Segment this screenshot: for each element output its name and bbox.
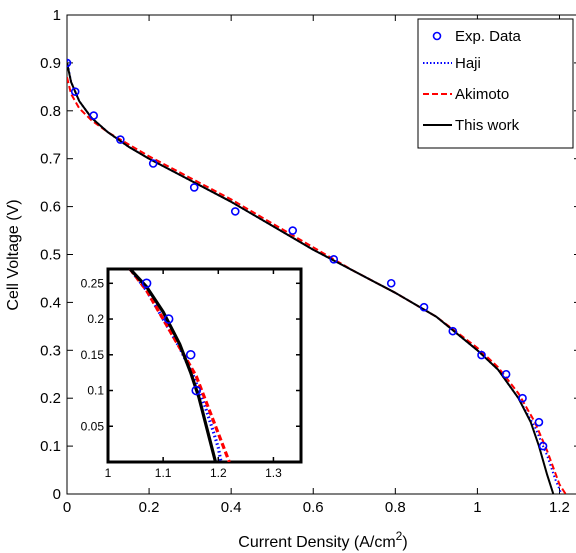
main-point-exp-data	[477, 350, 486, 360]
main-x-tick-label: 0	[63, 499, 71, 516]
inset-plot-area	[106, 267, 303, 464]
main-point-exp-data	[501, 369, 511, 379]
legend-label-haji: Haji	[455, 55, 481, 72]
main-point-exp-data	[534, 417, 544, 427]
main-point-exp-data	[230, 207, 240, 216]
main-point-exp-data	[288, 226, 298, 235]
inset-y-tick-label: 0.2	[87, 312, 104, 326]
main-point-exp-data	[386, 278, 396, 288]
main-point-exp-data	[116, 135, 125, 144]
inset-x-tick-label: 1	[105, 466, 112, 480]
main-line-akimoto	[67, 77, 567, 494]
inset-y-tick-label: 0.15	[81, 348, 105, 362]
inset-line-this-work	[128, 269, 218, 462]
y-axis-label: Cell Voltage (V)	[5, 199, 22, 310]
main-y-tick-label: 0.5	[40, 247, 61, 264]
inset-point-exp-data	[185, 349, 196, 360]
main-y-tick-label: 0.9	[40, 55, 61, 72]
main-x-tick-label: 0.6	[303, 499, 324, 516]
legend-label-this-work: This work	[455, 117, 520, 134]
inset-point-exp-data	[163, 314, 174, 324]
inset-point-exp-data	[141, 278, 152, 289]
inset-line-akimoto	[128, 269, 231, 462]
main-y-tick-label: 0.3	[40, 342, 61, 359]
main-x-tick-label: 0.4	[221, 499, 242, 516]
legend-label-akimoto: Akimoto	[455, 86, 509, 103]
main-y-tick-label: 0.1	[40, 438, 61, 455]
legend-label-exp-data: Exp. Data	[455, 28, 522, 45]
inset-series	[128, 269, 231, 462]
main-y-tick-label: 0.4	[40, 294, 61, 311]
main-x-tick-label: 1	[473, 499, 481, 516]
main-y-tick-label: 0.2	[40, 390, 61, 407]
legend-marker-exp-data	[432, 31, 442, 41]
inset-y-tick-label: 0.25	[81, 276, 105, 290]
main-y-tick-label: 0	[53, 486, 61, 503]
main-series	[67, 58, 567, 494]
main-point-exp-data	[419, 302, 429, 312]
main-line-this-work	[67, 62, 555, 494]
inset-y-tick-label: 0.1	[87, 384, 104, 398]
inset-y-tick-label: 0.05	[81, 419, 105, 433]
legend: Exp. Data Haji Akimoto This work	[417, 18, 574, 149]
main-y-tick-label: 0.7	[40, 151, 61, 168]
main-point-exp-data	[329, 254, 339, 264]
x-axis-label: Current Density (A/cm2)	[238, 529, 407, 551]
main-y-tick-label: 1	[53, 7, 61, 24]
main-point-exp-data	[70, 87, 80, 96]
main-point-exp-data	[538, 441, 548, 451]
main-point-exp-data	[189, 183, 199, 192]
main-x-tick-label: 0.2	[139, 499, 160, 516]
inset-x-tick-label: 1.2	[210, 466, 227, 480]
inset-x-tick-label: 1.1	[155, 466, 172, 480]
inset-x-tick-label: 1.3	[265, 466, 282, 480]
legend-box	[417, 18, 574, 149]
inset-ticks: 1 1.1 1.2 1.3 0.05 0.1 0.15 0.2 0.25	[81, 269, 301, 480]
main-point-exp-data	[148, 159, 158, 168]
inset-point-exp-data	[191, 385, 202, 396]
main-point-exp-data	[89, 111, 98, 120]
main-y-tick-label: 0.6	[40, 199, 61, 216]
main-x-tick-label: 1.2	[549, 499, 570, 516]
main-point-exp-data	[518, 393, 527, 403]
main-point-exp-data	[67, 58, 72, 68]
inset-series-group	[128, 269, 231, 462]
main-y-tick-label: 0.8	[40, 103, 61, 120]
inset-chart: 1 1.1 1.2 1.3 0.05 0.1 0.15 0.2 0.25	[81, 267, 303, 480]
main-point-exp-data	[448, 326, 458, 336]
main-x-tick-label: 0.8	[385, 499, 406, 516]
main-series-group	[67, 58, 567, 494]
